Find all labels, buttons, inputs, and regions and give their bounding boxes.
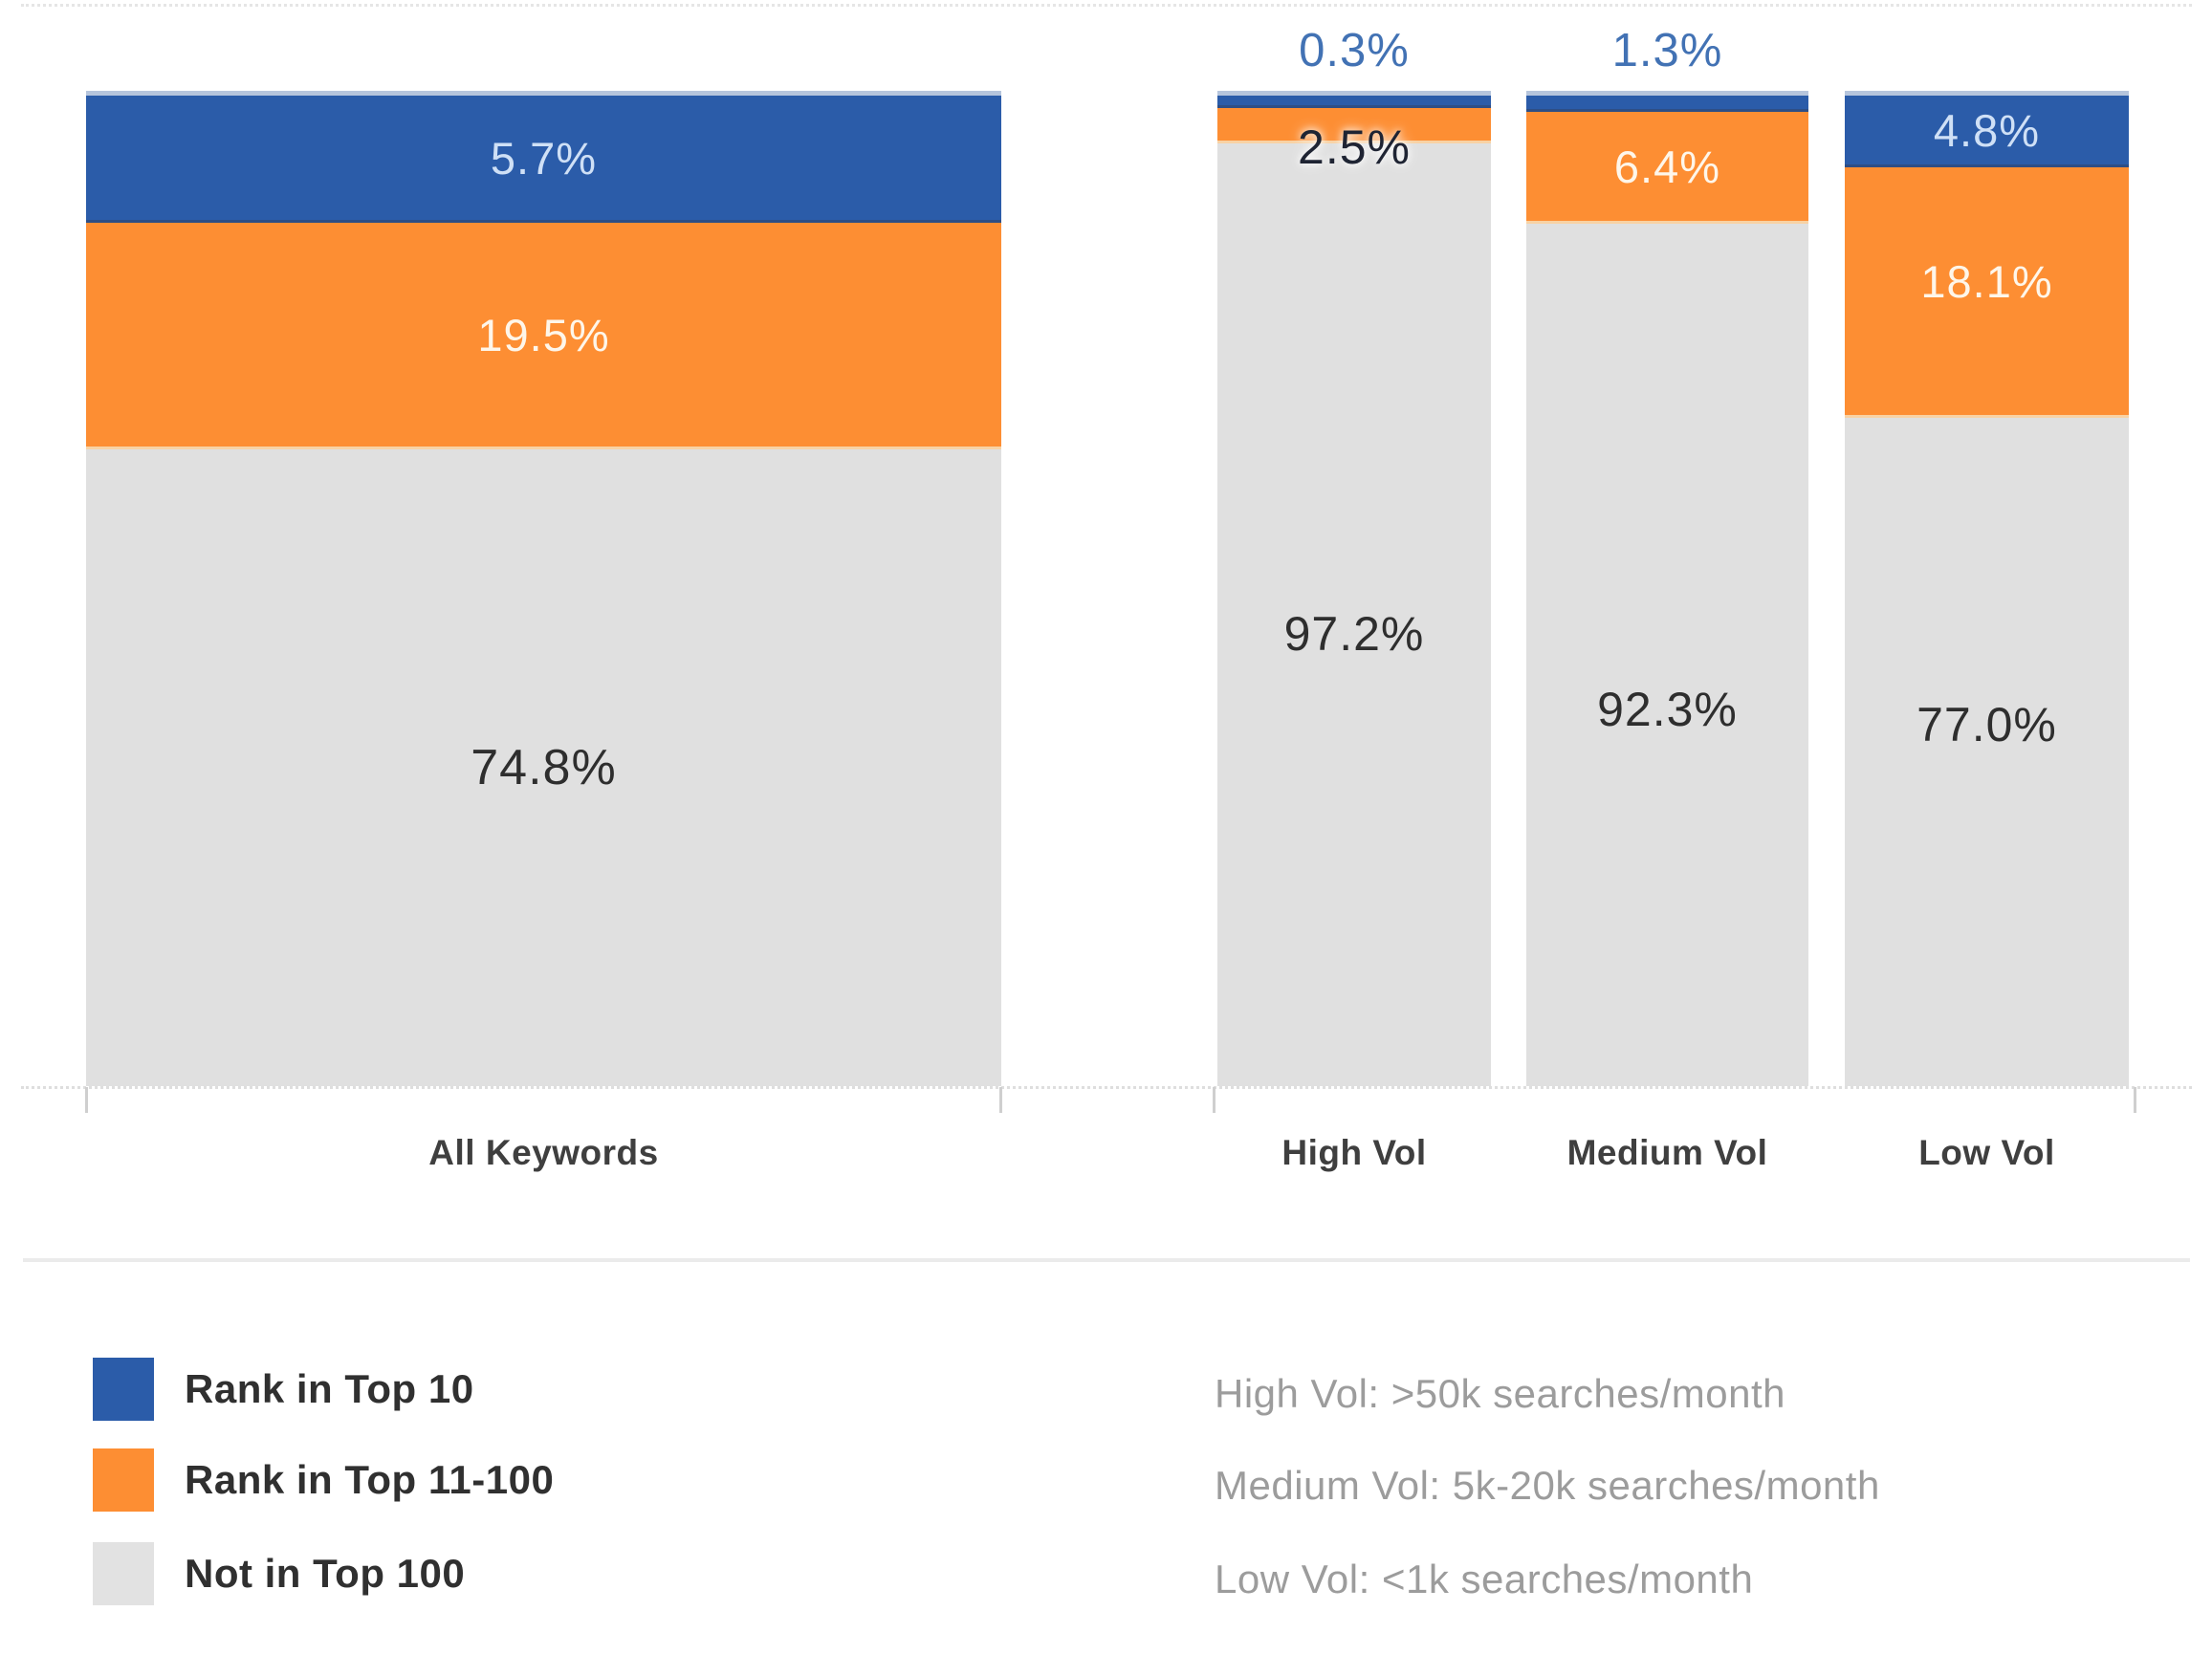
value-label: 97.2% bbox=[1283, 607, 1425, 661]
section-divider bbox=[23, 1258, 2190, 1262]
legend-item-top11-100: Rank in Top 11-100 bbox=[93, 1448, 554, 1513]
legend-item-not-top100: Not in Top 100 bbox=[93, 1541, 465, 1606]
value-label: 5.7% bbox=[490, 132, 598, 184]
category-label-low-vol: Low Vol bbox=[1918, 1133, 2055, 1172]
value-label-overlay: 2.5% bbox=[1298, 120, 1411, 174]
top-gridline bbox=[21, 4, 2192, 7]
value-label: 92.3% bbox=[1597, 683, 1738, 736]
value-label: 19.5% bbox=[477, 309, 610, 360]
legend-item-top10: Rank in Top 10 bbox=[93, 1357, 474, 1422]
segment-top11-100: 18.1% bbox=[1845, 167, 2129, 418]
segment-top10: 5.7% bbox=[86, 96, 1001, 223]
value-label: 4.8% bbox=[1933, 104, 2041, 156]
legend-label: Rank in Top 10 bbox=[185, 1366, 474, 1411]
category-label-medium-vol: Medium Vol bbox=[1566, 1133, 1768, 1172]
bar-low-vol: 4.8% 18.1% 77.0% bbox=[1845, 91, 2129, 1086]
axis-tick bbox=[999, 1087, 1002, 1113]
bar-medium-vol: 6.4% 92.3% bbox=[1526, 91, 1808, 1086]
legend-label: Not in Top 100 bbox=[185, 1551, 466, 1596]
value-label: 6.4% bbox=[1613, 141, 1721, 192]
legend-swatch-orange bbox=[93, 1448, 154, 1512]
definition-low-vol: Low Vol: <1k searches/month bbox=[1215, 1557, 1754, 1601]
segment-top11-100 bbox=[1217, 108, 1491, 143]
value-label: 77.0% bbox=[1916, 697, 2057, 751]
axis-tick bbox=[2134, 1087, 2136, 1113]
legend-swatch-blue bbox=[93, 1358, 154, 1421]
segment-top11-100: 6.4% bbox=[1526, 112, 1808, 224]
segment-top10 bbox=[1526, 96, 1808, 112]
baseline-gridline bbox=[21, 1086, 2192, 1089]
segment-top10: 4.8% bbox=[1845, 96, 2129, 167]
value-label: 18.1% bbox=[1920, 256, 2053, 307]
segment-not-top100: 77.0% bbox=[1845, 418, 2129, 1086]
axis-tick bbox=[1213, 1087, 1216, 1113]
segment-not-top100: 74.8% bbox=[86, 449, 1001, 1086]
bar-high-vol: 97.2% 2.5% bbox=[1217, 91, 1491, 1086]
above-bar-label: 1.3% bbox=[1611, 25, 1723, 76]
segment-top10 bbox=[1217, 96, 1491, 108]
category-label-all-keywords: All Keywords bbox=[428, 1133, 659, 1172]
legend-label: Rank in Top 11-100 bbox=[185, 1457, 555, 1502]
legend-swatch-gray bbox=[93, 1542, 154, 1605]
segment-not-top100: 92.3% bbox=[1526, 224, 1808, 1086]
axis-tick bbox=[85, 1087, 88, 1113]
segment-top11-100: 19.5% bbox=[86, 223, 1001, 449]
above-bar-label: 0.3% bbox=[1299, 25, 1410, 76]
definition-medium-vol: Medium Vol: 5k-20k searches/month bbox=[1215, 1463, 1880, 1508]
segment-not-top100: 97.2% bbox=[1217, 143, 1491, 1086]
category-label-high-vol: High Vol bbox=[1281, 1133, 1427, 1172]
value-label: 74.8% bbox=[471, 740, 617, 795]
bar-all-keywords: 5.7% 19.5% 74.8% bbox=[86, 91, 1001, 1086]
definition-high-vol: High Vol: >50k searches/month bbox=[1215, 1371, 1786, 1416]
